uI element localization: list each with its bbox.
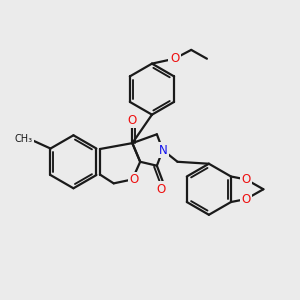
- Text: O: O: [130, 173, 139, 186]
- Text: O: O: [128, 114, 137, 127]
- Text: O: O: [242, 193, 251, 206]
- Text: CH₃: CH₃: [15, 134, 33, 144]
- Text: N: N: [158, 143, 167, 157]
- Text: O: O: [156, 183, 165, 196]
- Text: O: O: [170, 52, 179, 65]
- Text: O: O: [242, 173, 251, 186]
